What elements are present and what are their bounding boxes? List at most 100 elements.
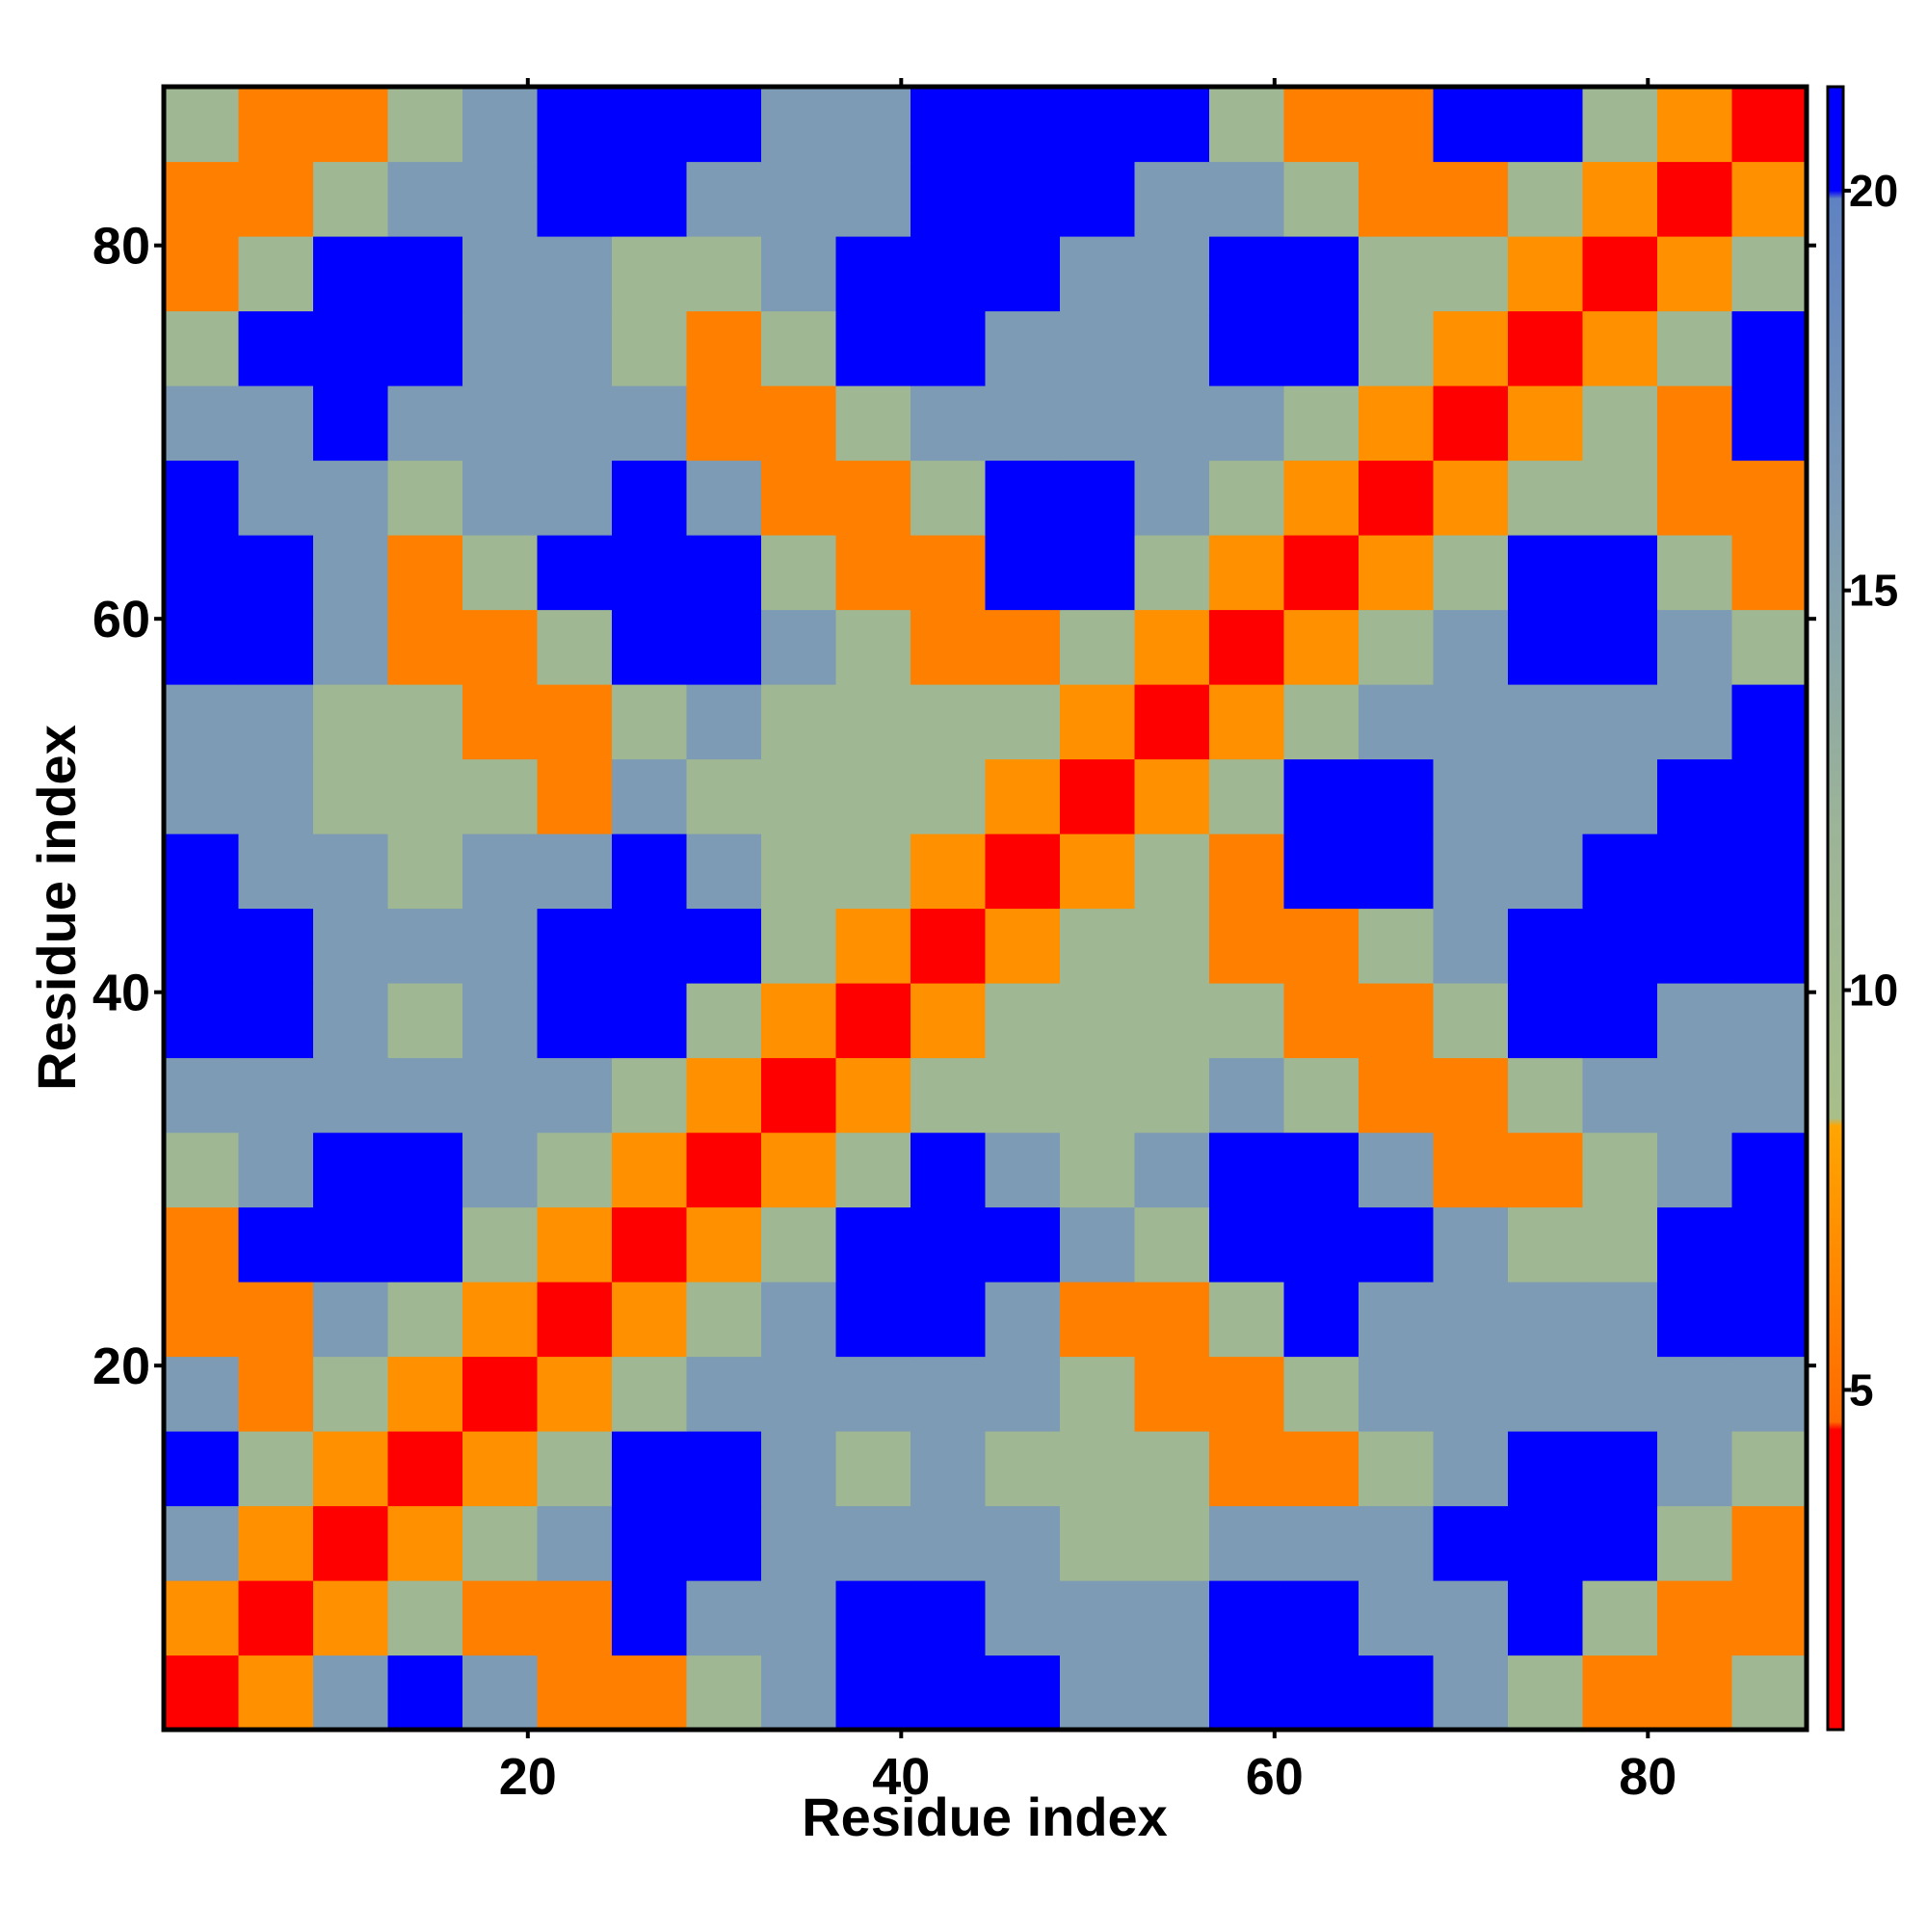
heatmap-cell (985, 758, 1061, 834)
heatmap-cell (1134, 310, 1210, 386)
heatmap-cell (1657, 1282, 1733, 1358)
heatmap-cell (761, 758, 837, 834)
heatmap-cell (164, 161, 240, 237)
heatmap-cell (462, 609, 539, 685)
heatmap-cell (1283, 236, 1359, 312)
heatmap-cell (1657, 87, 1733, 163)
heatmap-cell (1582, 385, 1658, 462)
heatmap-cell (1134, 460, 1210, 536)
x-tick-label: 80 (1619, 1748, 1676, 1806)
heatmap-cell (911, 1505, 987, 1581)
heatmap-cell (1508, 1282, 1584, 1358)
x-tick-label: 60 (1246, 1748, 1304, 1806)
heatmap-cell (1209, 460, 1285, 536)
heatmap-cell (1657, 1431, 1733, 1507)
heatmap-cell (911, 460, 987, 536)
heatmap-cell (911, 87, 987, 163)
heatmap-cell (1134, 609, 1210, 685)
heatmap-cell (1209, 609, 1285, 685)
heatmap-cell (686, 385, 762, 462)
colorbar (1826, 85, 1845, 1732)
heatmap-cell (1359, 1206, 1435, 1283)
heatmap-cell (1060, 1580, 1136, 1656)
heatmap-cell (1582, 684, 1658, 760)
heatmap-cell (1283, 609, 1359, 685)
heatmap-cell (1209, 684, 1285, 760)
heatmap-cell (911, 684, 987, 760)
heatmap-cell (985, 1580, 1061, 1656)
heatmap-cell (1209, 310, 1285, 386)
heatmap-cell (911, 1356, 987, 1432)
heatmap-cell (1433, 1505, 1509, 1581)
heatmap-cell (761, 1580, 837, 1656)
heatmap-cell (1582, 236, 1658, 312)
heatmap-cell (238, 1282, 314, 1358)
heatmap-cell (387, 1580, 463, 1656)
heatmap-cell (1209, 1206, 1285, 1283)
heatmap-cell (1209, 1505, 1285, 1581)
heatmap-cell (462, 684, 539, 760)
heatmap-cell (985, 87, 1061, 163)
heatmap-cell (1134, 908, 1210, 984)
heatmap-cell (985, 385, 1061, 462)
heatmap-cell (313, 1431, 389, 1507)
heatmap-cell (1060, 983, 1136, 1059)
heatmap-cell (387, 609, 463, 685)
heatmap-cell (164, 1132, 240, 1208)
x-tick-label: 40 (872, 1748, 930, 1806)
heatmap-cell (1508, 385, 1584, 462)
heatmap-cell (1134, 1132, 1210, 1208)
heatmap-cell (1433, 1282, 1509, 1358)
heatmap-cell (537, 983, 613, 1059)
heatmap-cell (164, 1654, 240, 1731)
heatmap-cell (686, 983, 762, 1059)
heatmap-cell (238, 236, 314, 312)
heatmap-cell (313, 161, 389, 237)
heatmap-cell (1731, 1132, 1808, 1208)
heatmap-cell (1657, 1654, 1733, 1731)
heatmap-cell (1508, 87, 1584, 163)
heatmap-cell (1134, 87, 1210, 163)
heatmap-cell (985, 1282, 1061, 1358)
heatmap-cell (537, 609, 613, 685)
heatmap-cell (835, 87, 911, 163)
heatmap-cell (1209, 1431, 1285, 1507)
heatmap-cell (537, 1505, 613, 1581)
heatmap-cell (835, 1580, 911, 1656)
heatmap-cell (612, 1431, 688, 1507)
heatmap-cell (238, 1431, 314, 1507)
heatmap-cell (612, 87, 688, 163)
heatmap-cell (1283, 161, 1359, 237)
heatmap-cell (1060, 1132, 1136, 1208)
heatmap-cell (1209, 1057, 1285, 1133)
heatmap-cell (1060, 310, 1136, 386)
heatmap-cell (1657, 236, 1733, 312)
heatmap-cell (1209, 758, 1285, 834)
heatmap-cell (761, 1356, 837, 1432)
heatmap-cell (1433, 310, 1509, 386)
heatmap-cell (313, 236, 389, 312)
heatmap-cell (1582, 1282, 1658, 1358)
heatmap-cell (835, 1505, 911, 1581)
heatmap-cell (761, 161, 837, 237)
heatmap-cell (313, 983, 389, 1059)
heatmap-cell (313, 385, 389, 462)
heatmap-cell (238, 161, 314, 237)
y-tick-label: 40 (92, 965, 150, 1022)
heatmap-cell (238, 1132, 314, 1208)
heatmap-cell (835, 1132, 911, 1208)
heatmap-cell (1657, 1580, 1733, 1656)
heatmap-cell (387, 460, 463, 536)
heatmap-cell (238, 535, 314, 611)
heatmap-cell (1657, 1206, 1733, 1283)
heatmap-cell (835, 758, 911, 834)
heatmap-cell (612, 1505, 688, 1581)
heatmap-cell (164, 908, 240, 984)
heatmap-cell (387, 87, 463, 163)
heatmap-cell (835, 1431, 911, 1507)
heatmap-cell (612, 535, 688, 611)
heatmap-cell (761, 609, 837, 685)
heatmap-cell (1359, 983, 1435, 1059)
y-tick-label: 80 (92, 218, 150, 276)
heatmap-cell (911, 236, 987, 312)
